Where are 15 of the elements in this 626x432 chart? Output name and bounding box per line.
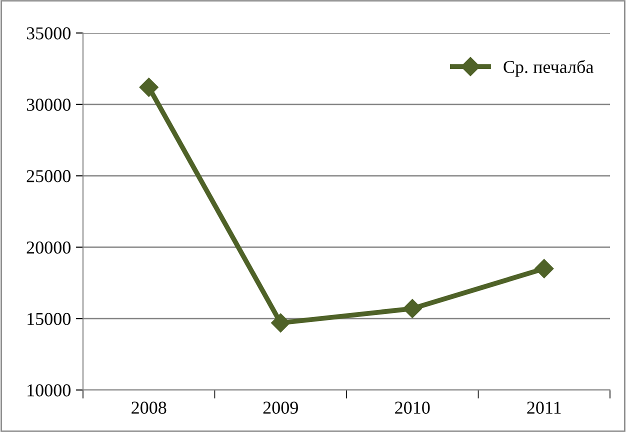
x-tick-label: 2008 [132,402,166,414]
y-tick-label: 15000 [28,312,71,326]
point [402,299,422,318]
y-tick-label: 35000 [26,27,71,40]
y-tick-label: 30000 [26,98,71,111]
x-tick-label: 2009 [263,402,298,414]
x-tick-label: 2010 [395,402,430,414]
point [139,78,158,97]
x-tick-label: 2011 [527,402,561,414]
y-tick-label: 10000 [28,384,71,396]
point [534,259,554,278]
point [271,313,290,332]
y-tick-label: 25000 [26,170,71,182]
y-tick-label: 20000 [26,241,71,254]
legend-label: Ср. печалба [504,60,594,77]
